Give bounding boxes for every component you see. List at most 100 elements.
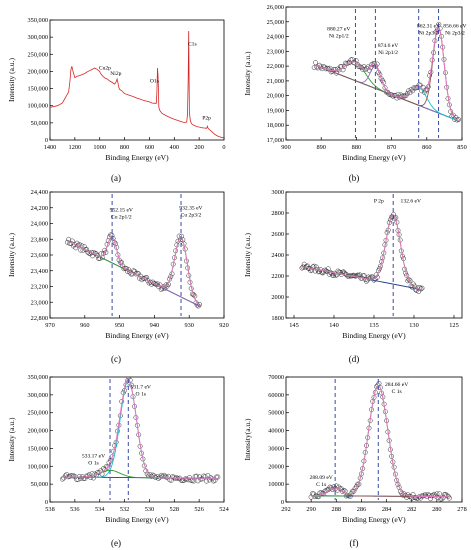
data-point	[351, 488, 357, 494]
x-tick-label: 278	[457, 506, 466, 513]
data-point	[105, 464, 111, 470]
data-point	[101, 250, 106, 256]
y-axis-label: Intensity (a.u.)	[7, 58, 16, 102]
y-tick-label: 2200	[271, 273, 284, 280]
peak-annotation: C 1s	[316, 482, 326, 488]
peak-annotation: 880.27 eV	[327, 27, 350, 33]
x-tick-label: 528	[170, 506, 179, 513]
x-axis-label: Binding Energy (eV)	[342, 153, 406, 162]
plot-area	[311, 9, 461, 138]
x-tick-label: 600	[145, 144, 154, 151]
peak-annotation: Ni 2p3/2	[419, 31, 439, 37]
data-point	[440, 495, 446, 501]
x-tick-label: 532	[120, 506, 129, 513]
peak-annotation: Ni 2p1/2	[378, 50, 398, 56]
data-point	[322, 64, 328, 70]
data-point	[340, 489, 346, 494]
y-tick-label: 350,000	[28, 17, 48, 24]
y-tick-label: 23,600	[31, 252, 48, 259]
x-tick-label: 930	[184, 322, 193, 329]
x-tick-label: 290	[306, 506, 315, 513]
data-point	[444, 492, 450, 498]
data-point	[331, 66, 337, 72]
y-tick-label: 25,000	[267, 19, 284, 26]
peak-annotation: 874.6 eV	[378, 43, 399, 49]
panel-label-b: (b)	[348, 173, 360, 183]
y-tick-label: 24,400	[31, 189, 48, 196]
y-tick-label: 100,000	[28, 463, 48, 470]
plot-frame	[285, 376, 463, 503]
data-point	[159, 285, 165, 291]
data-point	[72, 242, 78, 247]
data-point	[426, 493, 432, 498]
data-point	[402, 93, 408, 99]
data-point	[182, 476, 188, 482]
x-tick-label: 526	[194, 506, 203, 513]
x-tick-label: 524	[219, 506, 229, 513]
peak-annotation: Cu2p	[99, 66, 111, 72]
x-tick-label: 890	[316, 144, 325, 151]
y-axis-label: Intensity(a.u.)	[243, 418, 252, 461]
peak-annotation: Ni 2p1/2	[329, 34, 349, 40]
y-tick-label: 50000	[268, 410, 284, 417]
peak-annotation: 862.31 eV	[417, 24, 440, 30]
panel-label-a: (a)	[111, 173, 121, 183]
x-tick-label: 1200	[69, 144, 82, 151]
y-tick-label: 30000	[268, 445, 284, 452]
data-point	[404, 90, 410, 96]
x-tick-label: 280	[432, 506, 441, 513]
y-tick-label: 2600	[271, 231, 284, 238]
peak-annotation: C1s	[188, 42, 197, 48]
envelope-fit-line	[301, 214, 423, 291]
y-tick-label: 24,200	[31, 205, 48, 212]
peak-annotation: Ni2p	[110, 71, 121, 77]
x-tick-label: 288	[332, 506, 341, 513]
chart-e: 538 536 534 532 530 528 526 524 0 50,000 100,000 15…	[7, 374, 230, 524]
y-tick-label: 1800	[271, 315, 284, 322]
data-point	[141, 276, 147, 281]
envelope-fit-line	[314, 26, 459, 122]
x-tick-label: 145	[289, 322, 298, 329]
y-tick-label: 23,000	[267, 48, 284, 55]
data-point	[341, 64, 347, 69]
x-tick-label: 286	[357, 506, 366, 513]
plot-area	[299, 194, 425, 316]
x-tick-label: 125	[449, 322, 458, 329]
data-point	[318, 64, 324, 70]
peak-annotation: 856.66 eV	[443, 24, 466, 30]
data-point	[316, 494, 322, 500]
peak-annotation: O 1s	[136, 391, 146, 397]
y-tick-label: 24,000	[267, 34, 284, 41]
data-point	[299, 265, 305, 271]
x-tick-label: 292	[281, 506, 290, 513]
y-tick-label: 23,800	[31, 236, 48, 243]
peak-annotation: 132.6 eV	[401, 199, 422, 205]
data-point	[110, 236, 116, 241]
data-point	[413, 495, 418, 500]
survey-spectrum-line	[50, 30, 224, 138]
data-point	[91, 475, 96, 481]
x-axis-label: Binding Energy (eV)	[105, 331, 169, 340]
chart-c: 970 960 950 940 930 920 22,800 23,000 23,200 23,4…	[7, 189, 229, 340]
y-tick-label: 250,000	[28, 410, 48, 417]
plot-area	[308, 379, 452, 502]
x-axis-label: Binding Energy (eV)	[342, 515, 406, 524]
y-tick-label: 40000	[268, 428, 284, 435]
data-point	[102, 467, 108, 473]
data-point	[446, 495, 452, 501]
data-point	[436, 491, 442, 497]
data-point	[430, 492, 436, 498]
data-point	[308, 494, 314, 500]
x-tick-label: 0	[222, 144, 225, 151]
peak-annotation: Cu 2p3/2	[181, 212, 202, 218]
y-tick-label: 20000	[268, 463, 284, 470]
y-tick-label: 200,000	[28, 428, 48, 435]
y-tick-label: 60000	[268, 392, 284, 399]
x-tick-label: 800	[120, 144, 129, 151]
y-tick-label: 70000	[268, 374, 284, 381]
data-point	[357, 64, 363, 70]
x-tick-label: 538	[45, 506, 54, 513]
y-tick-label: 150,000	[28, 86, 48, 93]
data-point	[152, 281, 158, 287]
